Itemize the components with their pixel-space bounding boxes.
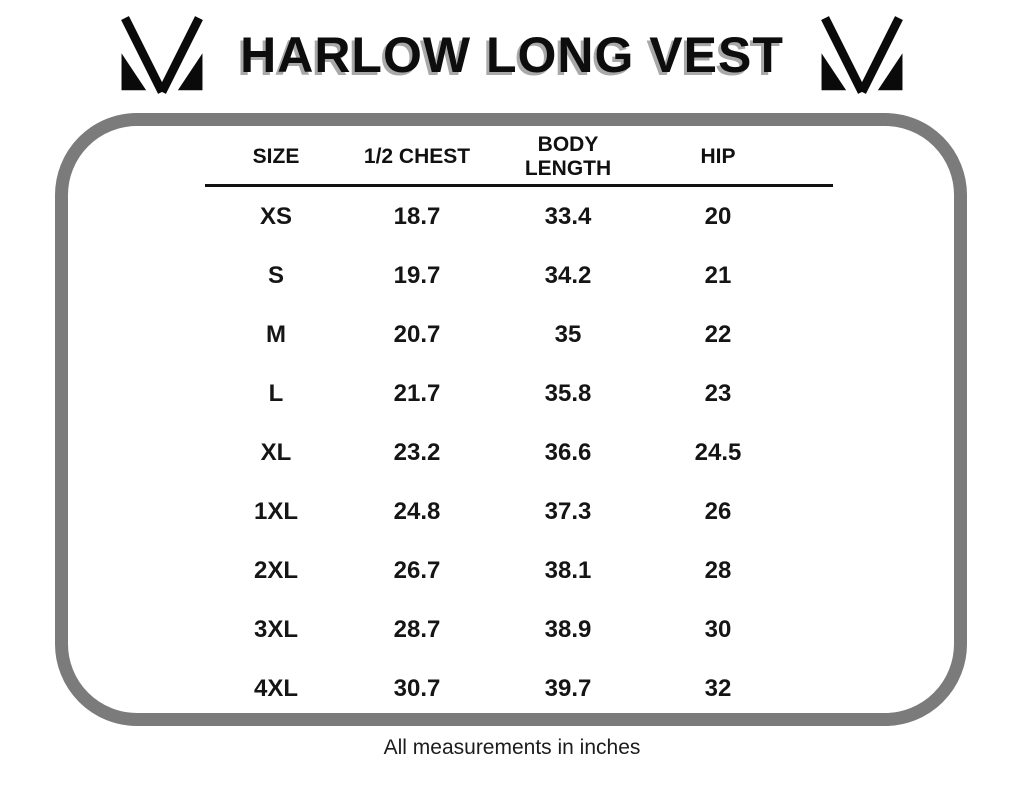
hip-cell: 30 (704, 615, 732, 643)
size-cell: XS (259, 202, 292, 230)
body-length-cell: 35.8 (544, 379, 592, 407)
hip-cell: 24.5 (694, 438, 742, 466)
hip-cell: 28 (704, 556, 732, 584)
size-cell: L (268, 379, 284, 407)
size-cell: 1XL (253, 497, 298, 525)
table-row: XS 18.7 33.4 20 (205, 187, 833, 246)
page-header: HARLOW LONG VEST (0, 14, 1024, 96)
table-row: 1XL 24.8 37.3 26 (205, 482, 833, 541)
body-length-cell: 36.6 (544, 438, 592, 466)
column-header-size: SIZE (252, 144, 300, 168)
body-length-cell: 39.7 (544, 674, 592, 702)
body-length-cell: 34.2 (544, 261, 592, 289)
size-table: SIZE 1/2 CHEST BODY LENGTH HIP XS 18.7 33.… (205, 130, 833, 718)
table-row: L 21.7 35.8 23 (205, 364, 833, 423)
hip-cell: 20 (704, 202, 732, 230)
header-underline (205, 184, 833, 187)
hip-cell: 22 (704, 320, 732, 348)
table-header-row: SIZE 1/2 CHEST BODY LENGTH HIP (205, 130, 833, 184)
column-header-half-chest: 1/2 CHEST (363, 144, 471, 168)
hip-cell: 23 (704, 379, 732, 407)
hip-cell: 32 (704, 674, 732, 702)
size-cell: 3XL (253, 615, 298, 643)
size-cell: XL (260, 438, 292, 466)
body-length-cell: 33.4 (544, 202, 592, 230)
table-row: M 20.7 35 22 (205, 305, 833, 364)
table-row: 4XL 30.7 39.7 32 (205, 659, 833, 718)
column-header-hip: HIP (700, 144, 736, 168)
body-length-cell: 35 (554, 320, 582, 348)
table-row: 3XL 28.7 38.9 30 (205, 600, 833, 659)
half-chest-cell: 30.7 (393, 674, 441, 702)
table-row: 2XL 26.7 38.1 28 (205, 541, 833, 600)
brand-monogram-icon (121, 16, 204, 94)
body-length-cell: 38.1 (544, 556, 592, 584)
table-row: S 19.7 34.2 21 (205, 246, 833, 305)
half-chest-cell: 24.8 (393, 497, 441, 525)
brand-monogram-icon (820, 16, 903, 94)
size-chart-frame (55, 113, 967, 726)
units-note: All measurements in inches (383, 736, 641, 759)
half-chest-cell: 26.7 (393, 556, 441, 584)
half-chest-cell: 20.7 (393, 320, 441, 348)
half-chest-cell: 19.7 (393, 261, 441, 289)
body-length-cell: 38.9 (544, 615, 592, 643)
size-cell: M (266, 320, 286, 348)
page-title: HARLOW LONG VEST (240, 27, 784, 83)
half-chest-cell: 18.7 (393, 202, 441, 230)
half-chest-cell: 28.7 (393, 615, 441, 643)
size-cell: 2XL (253, 556, 298, 584)
size-cell: 4XL (253, 674, 298, 702)
half-chest-cell: 23.2 (393, 438, 441, 466)
size-cell: S (267, 261, 284, 289)
hip-cell: 26 (704, 497, 732, 525)
size-table-body: XS 18.7 33.4 20 S 19.7 34.2 21 M 20.7 35 22 L 21.7 35.… (205, 187, 833, 718)
table-row: XL 23.2 36.6 24.5 (205, 423, 833, 482)
half-chest-cell: 21.7 (393, 379, 441, 407)
hip-cell: 21 (704, 261, 732, 289)
body-length-cell: 37.3 (544, 497, 592, 525)
column-header-body-length: BODY LENGTH (524, 132, 612, 180)
